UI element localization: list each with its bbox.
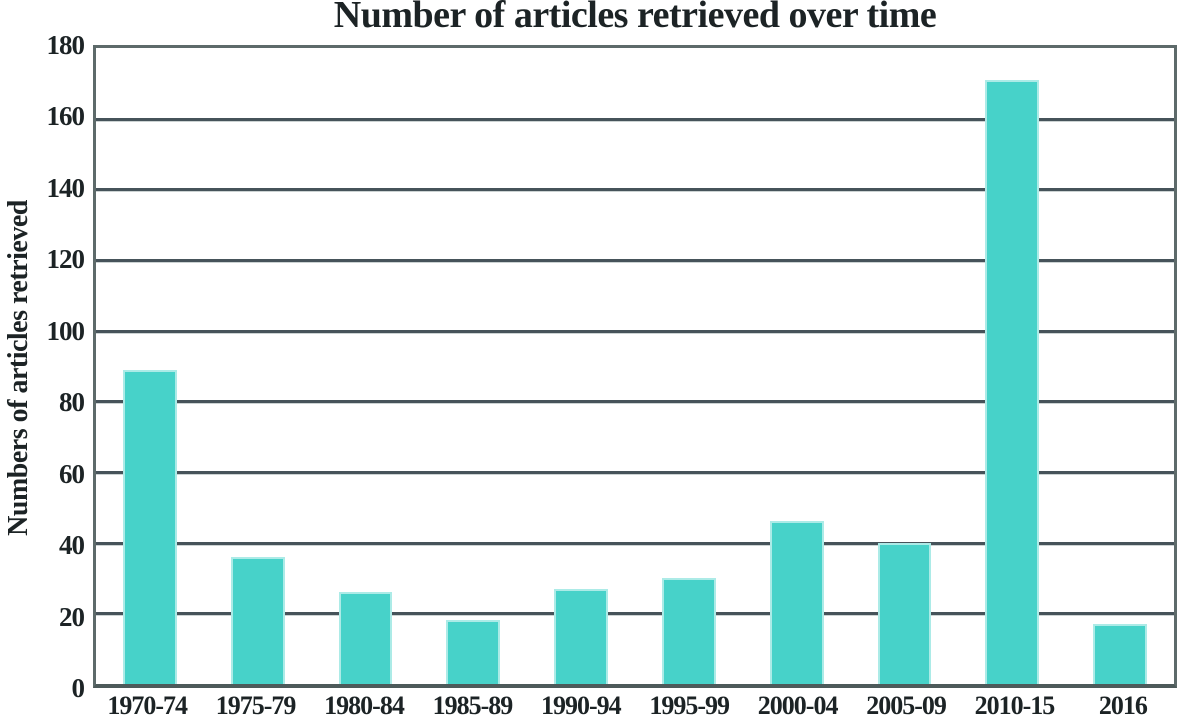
y-tick-label-40: 40 <box>59 530 85 561</box>
bar-2010-15 <box>985 79 1040 684</box>
plot-area <box>93 45 1177 688</box>
x-tick-label-1975-79: 1975-79 <box>215 691 297 720</box>
bar-1985-89 <box>446 620 501 684</box>
y-tick-label-80: 80 <box>59 387 85 418</box>
bar-2016 <box>1093 623 1148 684</box>
x-tick-label-2005-09: 2005-09 <box>866 691 947 720</box>
bar-slot-1970-74 <box>96 48 204 684</box>
gridline-40 <box>96 541 1174 545</box>
y-tick-label-160: 160 <box>46 101 86 132</box>
bar-1990-94 <box>554 588 609 684</box>
gridline-160 <box>96 117 1174 121</box>
bar-slot-2010-15 <box>958 48 1066 684</box>
y-tick-label-0: 0 <box>71 673 86 703</box>
x-tick-label-1980-84: 1980-84 <box>324 691 405 720</box>
bar-1995-99 <box>661 578 716 684</box>
bar-slot-1990-94 <box>527 48 635 684</box>
bar-slot-1975-79 <box>204 48 312 684</box>
x-axis-ticks: 1970-74 1975-79 1980-84 1985-89 1990-94 1995-… <box>93 691 1177 721</box>
x-tick-label-1970-74: 1970-74 <box>107 691 188 720</box>
bar-slot-1980-84 <box>312 48 420 684</box>
y-axis-ticks: 0 20 40 60 80 100 120 140 160 180 <box>0 30 86 703</box>
bars <box>96 48 1174 684</box>
bar-slot-1995-99 <box>635 48 743 684</box>
x-tick-label-1990-94: 1990-94 <box>540 691 622 720</box>
y-tick-label-20: 20 <box>59 601 85 632</box>
bar-1975-79 <box>230 556 285 684</box>
x-tick-label-2010-15: 2010-15 <box>974 691 1056 720</box>
bar-1970-74 <box>122 369 177 684</box>
gridline-140 <box>96 188 1174 192</box>
x-tick-label-2016: 2016 <box>1098 691 1148 720</box>
y-tick-label-180: 180 <box>46 30 86 60</box>
gridline-80 <box>96 400 1174 404</box>
bar-2000-04 <box>769 521 824 684</box>
bar-slot-2016 <box>1066 48 1174 684</box>
y-tick-label-140: 140 <box>46 172 86 203</box>
bar-1980-84 <box>338 592 393 684</box>
y-tick-label-100: 100 <box>46 315 86 346</box>
x-tick-label-1985-89: 1985-89 <box>432 691 514 720</box>
chart-title: Number of articles retrieved over time <box>333 0 937 36</box>
y-tick-label-120: 120 <box>46 244 86 275</box>
x-tick-label-1995-99: 1995-99 <box>649 691 730 720</box>
gridline-100 <box>96 329 1174 333</box>
gridline-60 <box>96 471 1174 474</box>
bar-slot-2005-09 <box>851 48 959 684</box>
x-tick-label-2000-04: 2000-04 <box>757 691 839 720</box>
bar-slot-2000-04 <box>743 48 851 684</box>
bar-slot-1985-89 <box>419 48 527 684</box>
y-tick-label-60: 60 <box>59 458 85 489</box>
bar-2005-09 <box>877 542 932 684</box>
gridline-20 <box>96 612 1174 616</box>
gridline-120 <box>96 259 1174 262</box>
